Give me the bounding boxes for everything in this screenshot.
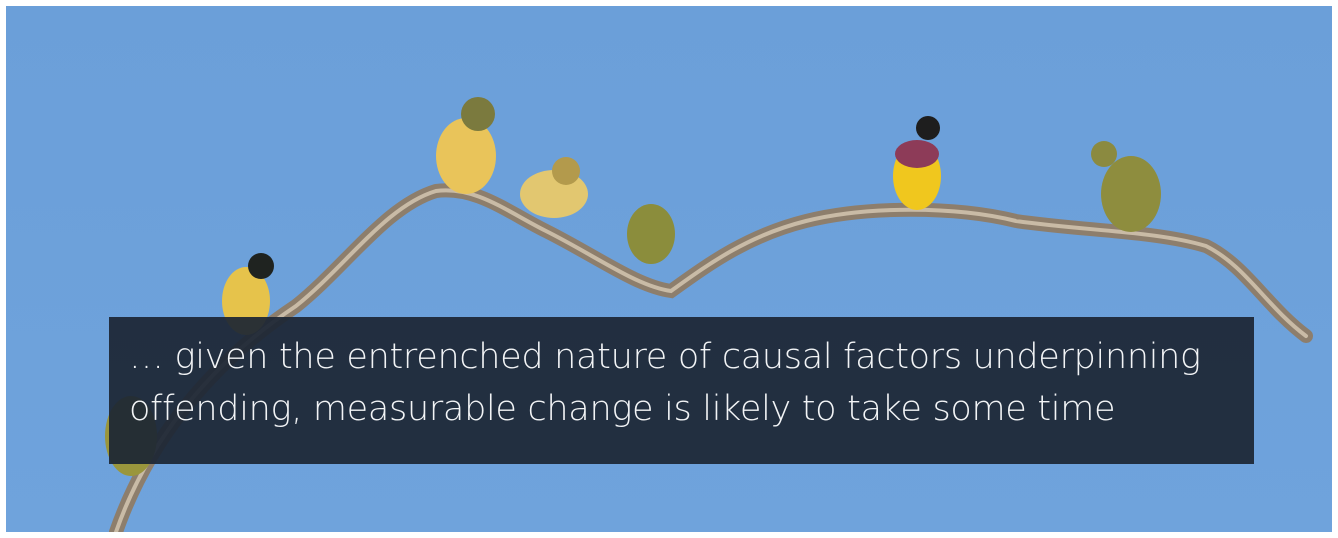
quote-line: … given the entrenched nature of causal …: [129, 331, 1234, 383]
quote-box: … given the entrenched nature of causal …: [109, 317, 1254, 464]
quote-line: offending, measurable change is likely t…: [129, 383, 1234, 435]
page: … given the entrenched nature of causal …: [0, 0, 1338, 538]
hero-image: … given the entrenched nature of causal …: [6, 6, 1332, 532]
